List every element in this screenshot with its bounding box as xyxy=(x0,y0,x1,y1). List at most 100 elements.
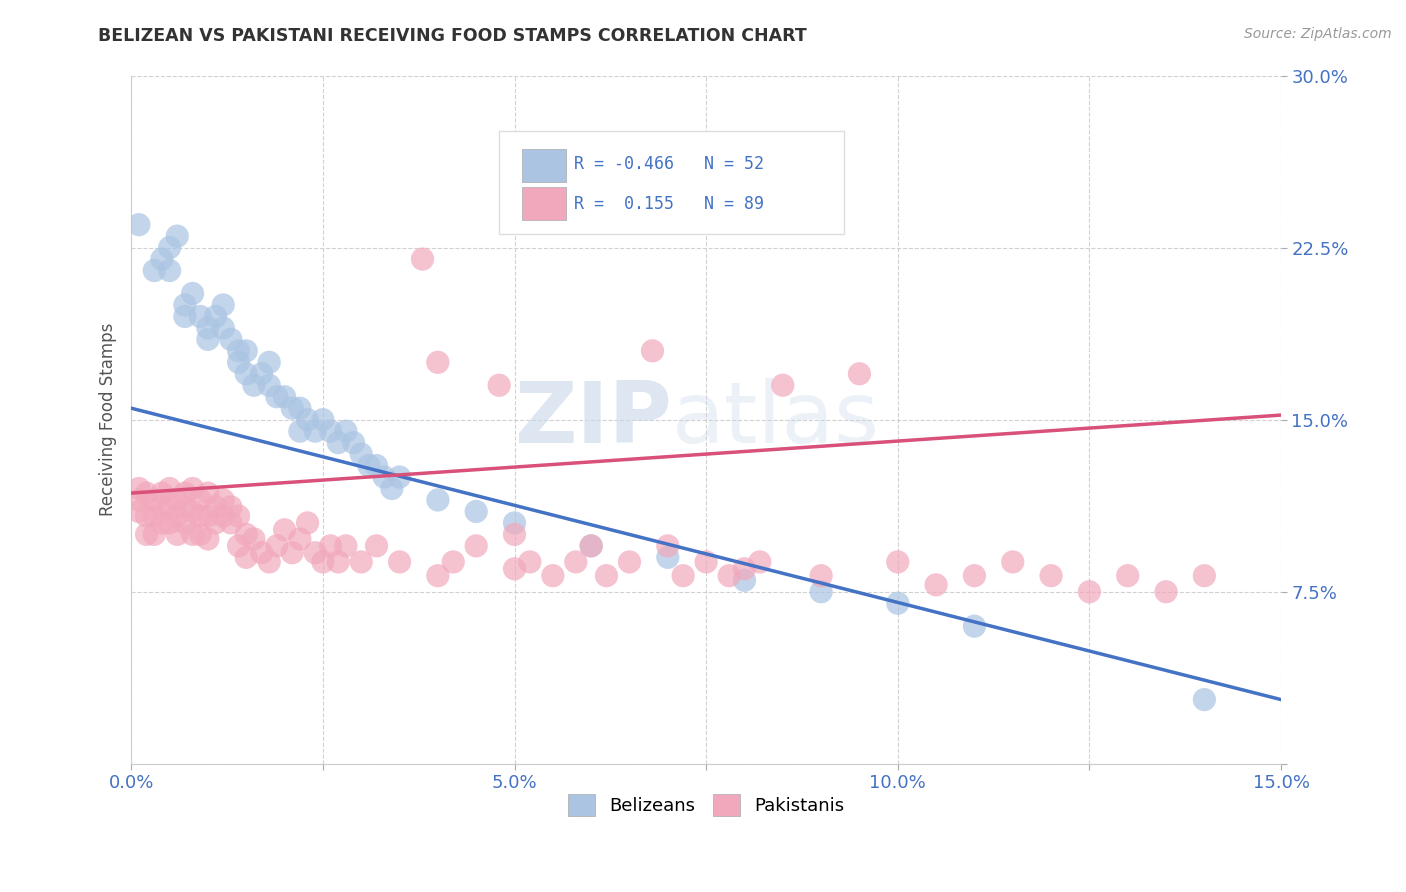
Point xyxy=(228,539,250,553)
Text: BELIZEAN VS PAKISTANI RECEIVING FOOD STAMPS CORRELATION CHART: BELIZEAN VS PAKISTANI RECEIVING FOOD STA… xyxy=(98,27,807,45)
Point xyxy=(342,435,364,450)
Text: R = -0.466   N = 52: R = -0.466 N = 52 xyxy=(574,155,763,173)
Point xyxy=(159,516,181,530)
Point xyxy=(150,500,173,514)
Point xyxy=(848,367,870,381)
Point xyxy=(503,516,526,530)
Point xyxy=(810,584,832,599)
Point xyxy=(166,527,188,541)
Point xyxy=(357,458,380,473)
Point xyxy=(388,555,411,569)
Point xyxy=(733,562,755,576)
Point xyxy=(465,504,488,518)
Point xyxy=(174,516,197,530)
Point xyxy=(174,298,197,312)
Point xyxy=(1116,568,1139,582)
Point xyxy=(219,516,242,530)
Point xyxy=(197,486,219,500)
Point xyxy=(204,310,226,324)
Point xyxy=(243,532,266,546)
Point xyxy=(579,539,602,553)
Point xyxy=(319,424,342,438)
Point xyxy=(963,568,986,582)
Point xyxy=(426,568,449,582)
Point xyxy=(748,555,770,569)
Point xyxy=(174,486,197,500)
Point xyxy=(174,310,197,324)
Point xyxy=(128,218,150,232)
Point xyxy=(519,555,541,569)
Point xyxy=(465,539,488,553)
Point xyxy=(128,493,150,508)
Point xyxy=(250,546,273,560)
Point xyxy=(412,252,434,266)
Point xyxy=(1001,555,1024,569)
Point xyxy=(181,527,204,541)
Point xyxy=(619,555,641,569)
Point xyxy=(257,378,280,392)
Point xyxy=(426,355,449,369)
Point xyxy=(657,550,679,565)
Point xyxy=(243,378,266,392)
Point xyxy=(166,229,188,244)
Point xyxy=(595,568,617,582)
Point xyxy=(150,486,173,500)
Point xyxy=(503,527,526,541)
Point xyxy=(197,321,219,335)
Point xyxy=(1194,692,1216,706)
Point xyxy=(1154,584,1177,599)
Point xyxy=(541,568,564,582)
Point xyxy=(212,321,235,335)
Point xyxy=(143,509,166,524)
Point xyxy=(235,343,257,358)
Point xyxy=(181,482,204,496)
Text: ZIP: ZIP xyxy=(515,378,672,461)
Point xyxy=(579,539,602,553)
Point xyxy=(297,412,319,426)
Point xyxy=(228,343,250,358)
Point xyxy=(235,367,257,381)
Point xyxy=(128,482,150,496)
Point xyxy=(312,555,335,569)
Point xyxy=(718,568,741,582)
Point xyxy=(135,486,157,500)
Point xyxy=(188,527,211,541)
Point xyxy=(159,241,181,255)
Point xyxy=(181,504,204,518)
Point xyxy=(212,493,235,508)
Point xyxy=(373,470,395,484)
Point xyxy=(150,252,173,266)
Point xyxy=(350,447,373,461)
Point xyxy=(228,355,250,369)
Point xyxy=(143,263,166,277)
Y-axis label: Receiving Food Stamps: Receiving Food Stamps xyxy=(100,323,117,516)
Point xyxy=(235,550,257,565)
Point xyxy=(266,539,288,553)
Point xyxy=(159,263,181,277)
Point xyxy=(288,532,311,546)
Point xyxy=(304,546,326,560)
Text: atlas: atlas xyxy=(672,378,880,461)
Point xyxy=(441,555,464,569)
Point xyxy=(181,286,204,301)
Point xyxy=(174,500,197,514)
Point xyxy=(695,555,717,569)
Point xyxy=(657,539,679,553)
Point xyxy=(319,539,342,553)
Point xyxy=(887,555,910,569)
Point xyxy=(488,378,510,392)
Point xyxy=(810,568,832,582)
Point xyxy=(328,435,350,450)
Point xyxy=(143,527,166,541)
Point xyxy=(335,539,357,553)
Point xyxy=(887,596,910,610)
Point xyxy=(381,482,404,496)
Point xyxy=(250,367,273,381)
Point xyxy=(188,509,211,524)
Point xyxy=(219,500,242,514)
Point xyxy=(1194,568,1216,582)
Point xyxy=(335,424,357,438)
Point xyxy=(366,458,388,473)
Point xyxy=(565,555,588,569)
Point xyxy=(733,574,755,588)
